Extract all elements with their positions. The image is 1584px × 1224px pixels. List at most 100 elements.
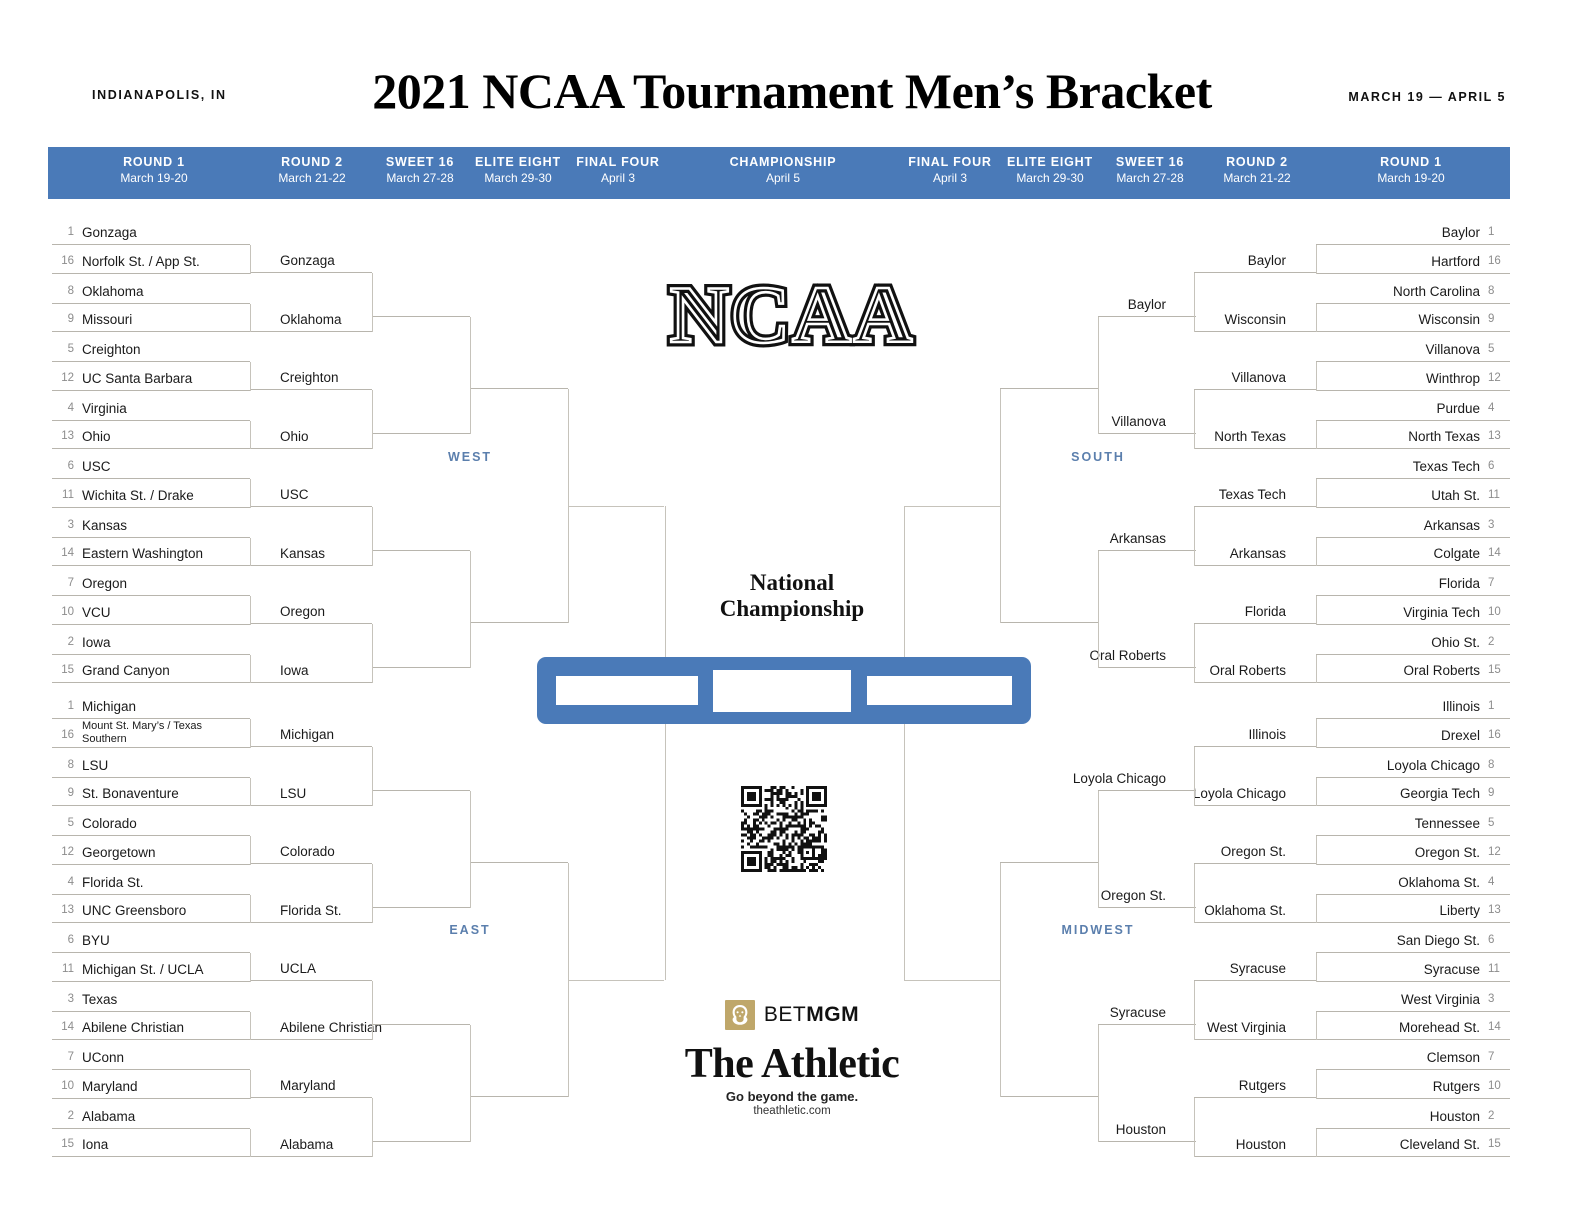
- slot-midwest-round1-1[interactable]: 1 Illinois: [1316, 691, 1510, 719]
- slot-south-round2-6[interactable]: Arkansas: [1194, 538, 1316, 566]
- slot-south-round1-16[interactable]: 15 Oral Roberts: [1316, 655, 1510, 683]
- slot-south-round1-4[interactable]: 9 Wisconsin: [1316, 304, 1510, 332]
- slot-west-round1-9[interactable]: 6 USC: [52, 451, 250, 479]
- slot-midwest-round2-3[interactable]: Oregon St.: [1194, 836, 1316, 865]
- slot-west-round1-14[interactable]: 10 VCU: [52, 597, 250, 625]
- slot-west-round2-8[interactable]: Iowa: [250, 655, 372, 683]
- slot-east-round1-8[interactable]: 13 UNC Greensboro: [52, 895, 250, 923]
- slot-west-round1-1[interactable]: 1 Gonzaga: [52, 217, 250, 245]
- slot-east-round2-1[interactable]: Michigan: [250, 719, 372, 748]
- slot-midwest-round1-9[interactable]: 6 San Diego St.: [1316, 925, 1510, 953]
- slot-east-round1-1[interactable]: 1 Michigan: [52, 691, 250, 719]
- slot-west-round1-10[interactable]: 11 Wichita St. / Drake: [52, 480, 250, 508]
- slot-east-round1-3[interactable]: 8 LSU: [52, 750, 250, 778]
- slot-midwest-round1-11[interactable]: 3 West Virginia: [1316, 984, 1510, 1012]
- slot-east-round2-2[interactable]: LSU: [250, 778, 372, 806]
- slot-west-round2-4[interactable]: Ohio: [250, 421, 372, 449]
- slot-east-round1-5[interactable]: 5 Colorado: [52, 808, 250, 836]
- slot-east-round1-10[interactable]: 11 Michigan St. / UCLA: [52, 954, 250, 982]
- slot-east-round1-16[interactable]: 15 Iona: [52, 1129, 250, 1157]
- slot-west-sweet16-2[interactable]: [372, 406, 470, 434]
- slot-south-round2-2[interactable]: Wisconsin: [1194, 304, 1316, 332]
- slot-west-round2-5[interactable]: USC: [250, 479, 372, 508]
- slot-south-round1-10[interactable]: 11 Utah St.: [1316, 480, 1510, 508]
- slot-south-round2-7[interactable]: Florida: [1194, 596, 1316, 625]
- slot-midwest-round1-8[interactable]: 13 Liberty: [1316, 895, 1510, 923]
- slot-south-round2-5[interactable]: Texas Tech: [1194, 479, 1316, 508]
- slot-east-round2-7[interactable]: Maryland: [250, 1070, 372, 1099]
- slot-east-round2-5[interactable]: UCLA: [250, 953, 372, 982]
- slot-midwest-round1-16[interactable]: 15 Cleveland St.: [1316, 1129, 1510, 1157]
- slot-east-round1-6[interactable]: 12 Georgetown: [52, 837, 250, 865]
- slot-east-sweet16-1[interactable]: [372, 763, 470, 791]
- slot-east-sweet16-2[interactable]: [372, 880, 470, 908]
- slot-south-round1-12[interactable]: 14 Colgate: [1316, 538, 1510, 566]
- slot-south-round1-2[interactable]: 16 Hartford: [1316, 246, 1510, 274]
- slot-west-round2-6[interactable]: Kansas: [250, 538, 372, 566]
- slot-east-round1-9[interactable]: 6 BYU: [52, 925, 250, 953]
- slot-midwest-round1-2[interactable]: 16 Drexel: [1316, 720, 1510, 748]
- slot-west-sweet16-1[interactable]: [372, 289, 470, 317]
- slot-west-elite8-1[interactable]: [470, 361, 568, 389]
- slot-south-round2-1[interactable]: Baylor: [1194, 245, 1316, 274]
- slot-west-round1-16[interactable]: 15 Grand Canyon: [52, 655, 250, 683]
- slot-south-round1-11[interactable]: 3 Arkansas: [1316, 510, 1510, 538]
- slot-midwest-round2-7[interactable]: Rutgers: [1194, 1070, 1316, 1099]
- slot-east-round1-13[interactable]: 7 UConn: [52, 1042, 250, 1070]
- slot-east-elite8-2[interactable]: [470, 1069, 568, 1097]
- slot-south-round1-9[interactable]: 6 Texas Tech: [1316, 451, 1510, 479]
- slot-south-round1-7[interactable]: 4 Purdue: [1316, 393, 1510, 421]
- slot-midwest-round1-15[interactable]: 2 Houston: [1316, 1101, 1510, 1129]
- slot-south-round1-14[interactable]: 10 Virginia Tech: [1316, 597, 1510, 625]
- slot-midwest-round1-3[interactable]: 8 Loyola Chicago: [1316, 750, 1510, 778]
- slot-east-round1-15[interactable]: 2 Alabama: [52, 1101, 250, 1129]
- slot-west-sweet16-4[interactable]: [372, 640, 470, 668]
- slot-midwest-sweet16-2[interactable]: Oregon St.: [1098, 880, 1196, 908]
- slot-midwest-round1-4[interactable]: 9 Georgia Tech: [1316, 778, 1510, 806]
- slot-midwest-round1-10[interactable]: 11 Syracuse: [1316, 954, 1510, 982]
- slot-south-sweet16-3[interactable]: Arkansas: [1098, 523, 1196, 551]
- slot-east-elite8-1[interactable]: [470, 835, 568, 863]
- slot-midwest-round1-7[interactable]: 4 Oklahoma St.: [1316, 867, 1510, 895]
- slot-midwest-sweet16-3[interactable]: Syracuse: [1098, 997, 1196, 1025]
- slot-east-round1-7[interactable]: 4 Florida St.: [52, 867, 250, 895]
- slot-south-elite8-2[interactable]: [1000, 595, 1098, 623]
- slot-midwest-round2-8[interactable]: Houston: [1194, 1129, 1316, 1157]
- slot-midwest-round2-5[interactable]: Syracuse: [1194, 953, 1316, 982]
- slot-west-round1-6[interactable]: 12 UC Santa Barbara: [52, 363, 250, 391]
- championship-slot-champion[interactable]: [713, 670, 851, 712]
- slot-south-round2-4[interactable]: North Texas: [1194, 421, 1316, 449]
- slot-east-round1-12[interactable]: 14 Abilene Christian: [52, 1012, 250, 1040]
- slot-west-round1-11[interactable]: 3 Kansas: [52, 510, 250, 538]
- slot-south-round1-6[interactable]: 12 Winthrop: [1316, 363, 1510, 391]
- slot-east-round2-6[interactable]: Abilene Christian: [250, 1012, 382, 1040]
- slot-midwest-round2-2[interactable]: Loyola Chicago: [1193, 778, 1316, 806]
- slot-east-sweet16-3[interactable]: [372, 997, 470, 1025]
- slot-west-round1-15[interactable]: 2 Iowa: [52, 627, 250, 655]
- championship-slot-left[interactable]: [556, 676, 698, 705]
- slot-south-round1-1[interactable]: 1 Baylor: [1316, 217, 1510, 245]
- slot-midwest-round1-13[interactable]: 7 Clemson: [1316, 1042, 1510, 1070]
- slot-midwest-sweet16-4[interactable]: Houston: [1098, 1114, 1196, 1142]
- slot-south-round1-15[interactable]: 2 Ohio St.: [1316, 627, 1510, 655]
- slot-west-round1-13[interactable]: 7 Oregon: [52, 568, 250, 596]
- slot-west-elite8-2[interactable]: [470, 595, 568, 623]
- slot-south-round1-8[interactable]: 13 North Texas: [1316, 421, 1510, 449]
- qr-code[interactable]: [741, 786, 827, 872]
- slot-west-round2-2[interactable]: Oklahoma: [250, 304, 372, 332]
- slot-east-sweet16-4[interactable]: [372, 1114, 470, 1142]
- slot-east-round2-3[interactable]: Colorado: [250, 836, 372, 865]
- slot-midwest-round1-12[interactable]: 14 Morehead St.: [1316, 1012, 1510, 1040]
- slot-east-round2-4[interactable]: Florida St.: [250, 895, 372, 923]
- slot-midwest-elite8-1[interactable]: [1000, 835, 1098, 863]
- slot-south-round1-13[interactable]: 7 Florida: [1316, 568, 1510, 596]
- slot-east-round1-4[interactable]: 9 St. Bonaventure: [52, 778, 250, 806]
- slot-south-round1-3[interactable]: 8 North Carolina: [1316, 276, 1510, 304]
- slot-midwest-round2-4[interactable]: Oklahoma St.: [1194, 895, 1316, 923]
- slot-midwest-elite8-2[interactable]: [1000, 1069, 1098, 1097]
- slot-midwest-round2-1[interactable]: Illinois: [1194, 719, 1316, 748]
- slot-west-sweet16-3[interactable]: [372, 523, 470, 551]
- slot-west-round1-3[interactable]: 8 Oklahoma: [52, 276, 250, 304]
- slot-south-elite8-1[interactable]: [1000, 361, 1098, 389]
- championship-slot-right[interactable]: [867, 676, 1012, 705]
